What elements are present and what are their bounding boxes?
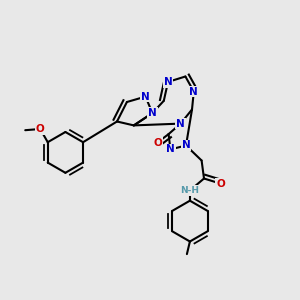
Text: N: N <box>176 118 185 129</box>
Text: N: N <box>164 77 172 87</box>
Text: N-H: N-H <box>180 186 200 195</box>
Text: N: N <box>141 92 150 102</box>
Text: O: O <box>153 137 162 148</box>
Text: N: N <box>189 86 198 97</box>
Text: N: N <box>148 108 157 118</box>
Text: O: O <box>216 178 225 189</box>
Text: O: O <box>36 124 45 134</box>
Text: N: N <box>182 140 190 151</box>
Text: N: N <box>166 144 175 154</box>
